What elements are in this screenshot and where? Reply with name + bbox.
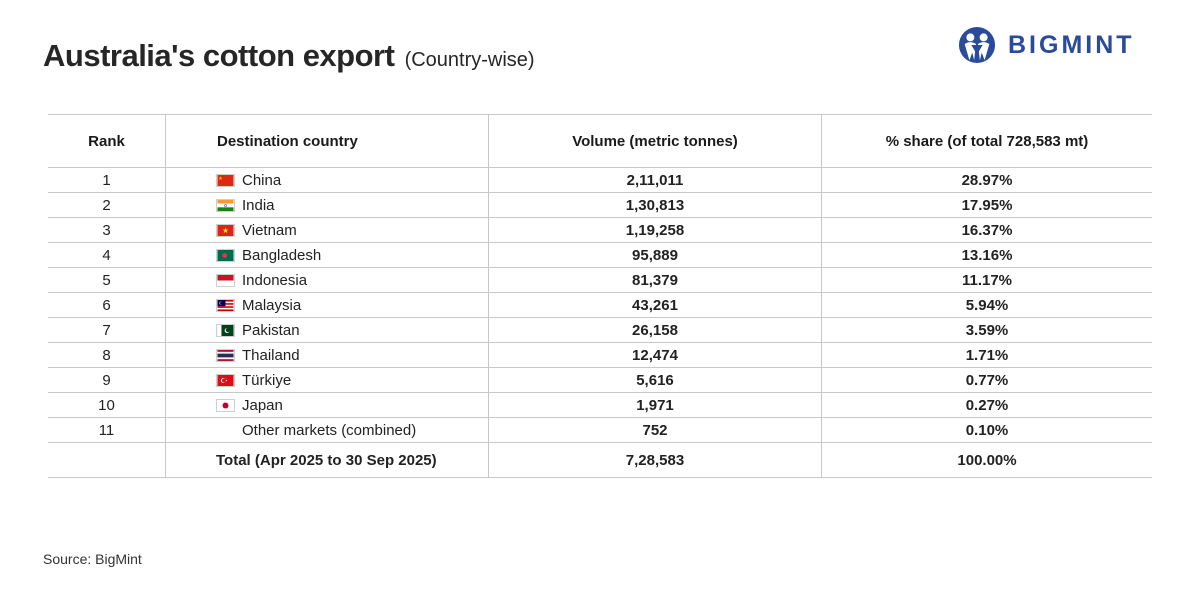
volume-cell: 5,616 [488, 367, 822, 393]
column-header-rank: Rank [48, 114, 166, 168]
country-name: Other markets (combined) [242, 421, 417, 439]
share-cell: 0.27% [821, 392, 1152, 418]
bigmint-logo: BIGMINT [958, 26, 1135, 64]
table-header-row: Rank Destination country Volume (metric … [48, 114, 1152, 168]
rank-cell: 8 [48, 342, 166, 368]
bigmint-logo-icon [958, 26, 996, 64]
rank-cell: 5 [48, 267, 166, 293]
source-note: Source: BigMint [43, 551, 142, 567]
share-cell: 28.97% [821, 167, 1152, 193]
logo-text: BIGMINT [1008, 30, 1135, 59]
rank-cell: 9 [48, 367, 166, 393]
volume-cell: 26,158 [488, 317, 822, 343]
share-cell: 1.71% [821, 342, 1152, 368]
country-name: China [242, 171, 282, 189]
country-cell: Indonesia [165, 267, 489, 293]
country-name: Bangladesh [242, 246, 322, 264]
volume-cell: 81,379 [488, 267, 822, 293]
japan-flag-icon [216, 398, 235, 412]
table-row: 9 Türkiye 5,616 0.77% [48, 367, 1152, 393]
rank-cell: 10 [48, 392, 166, 418]
total-label: Total (Apr 2025 to 30 Sep 2025) [165, 442, 489, 478]
rank-cell: 7 [48, 317, 166, 343]
rank-cell: 11 [48, 417, 166, 443]
country-cell: Other markets (combined) [165, 417, 489, 443]
share-cell: 11.17% [821, 267, 1152, 293]
indonesia-flag-icon [216, 273, 235, 287]
table-row: 4 Bangladesh 95,889 13.16% [48, 242, 1152, 268]
share-cell: 13.16% [821, 242, 1152, 268]
table-row: 8 Thailand 12,474 1.71% [48, 342, 1152, 368]
turkiye-flag-icon [216, 373, 235, 387]
volume-cell: 752 [488, 417, 822, 443]
pakistan-flag-icon [216, 323, 235, 337]
title-subtitle: (Country-wise) [404, 49, 535, 71]
country-cell: China [165, 167, 489, 193]
column-header-volume: Volume (metric tonnes) [488, 114, 822, 168]
rank-cell: 6 [48, 292, 166, 318]
table-row: 2 India 1,30,813 17.95% [48, 192, 1152, 218]
volume-cell: 1,19,258 [488, 217, 822, 243]
table-row: 7 Pakistan 26,158 3.59% [48, 317, 1152, 343]
country-name: Vietnam [242, 221, 297, 239]
total-row: Total (Apr 2025 to 30 Sep 2025) 7,28,583… [48, 442, 1152, 478]
table-row: 10 Japan 1,971 0.27% [48, 392, 1152, 418]
country-cell: Japan [165, 392, 489, 418]
share-cell: 0.77% [821, 367, 1152, 393]
share-cell: 0.10% [821, 417, 1152, 443]
india-flag-icon [216, 198, 235, 212]
country-name: Malaysia [242, 296, 302, 314]
column-header-share: % share (of total 728,583 mt) [821, 114, 1152, 168]
volume-cell: 95,889 [488, 242, 822, 268]
rank-cell [48, 442, 166, 478]
rank-cell: 4 [48, 242, 166, 268]
country-cell: Vietnam [165, 217, 489, 243]
country-cell: Türkiye [165, 367, 489, 393]
rank-cell: 3 [48, 217, 166, 243]
share-cell: 3.59% [821, 317, 1152, 343]
country-name: Indonesia [242, 271, 308, 289]
rank-cell: 2 [48, 192, 166, 218]
volume-cell: 12,474 [488, 342, 822, 368]
share-cell: 5.94% [821, 292, 1152, 318]
malaysia-flag-icon [216, 298, 235, 312]
country-cell: Pakistan [165, 317, 489, 343]
country-name: Pakistan [242, 321, 300, 339]
column-header-country: Destination country [165, 114, 489, 168]
country-cell: Thailand [165, 342, 489, 368]
table-row: 6 Malaysia 43,261 5.94% [48, 292, 1152, 318]
volume-cell: 1,971 [488, 392, 822, 418]
country-name: Thailand [242, 346, 300, 364]
china-flag-icon [216, 173, 235, 187]
title-main: Australia's cotton export [43, 38, 395, 73]
bangladesh-flag-icon [216, 248, 235, 262]
table-row: 3 Vietnam 1,19,258 16.37% [48, 217, 1152, 243]
country-cell: Bangladesh [165, 242, 489, 268]
page-title: Australia's cotton export (Country-wise) [43, 38, 535, 74]
rank-cell: 1 [48, 167, 166, 193]
thailand-flag-icon [216, 348, 235, 362]
share-cell: 17.95% [821, 192, 1152, 218]
country-name: Türkiye [242, 371, 292, 389]
country-name: Japan [242, 396, 283, 414]
flag-placeholder [216, 424, 235, 437]
vietnam-flag-icon [216, 223, 235, 237]
volume-cell: 43,261 [488, 292, 822, 318]
country-name: India [242, 196, 275, 214]
table-row: 1 China 2,11,011 28.97% [48, 167, 1152, 193]
total-share: 100.00% [821, 442, 1152, 478]
share-cell: 16.37% [821, 217, 1152, 243]
table-row: 11 Other markets (combined) 752 0.10% [48, 417, 1152, 443]
volume-cell: 2,11,011 [488, 167, 822, 193]
table-row: 5 Indonesia 81,379 11.17% [48, 267, 1152, 293]
country-cell: India [165, 192, 489, 218]
country-cell: Malaysia [165, 292, 489, 318]
volume-cell: 1,30,813 [488, 192, 822, 218]
total-volume: 7,28,583 [488, 442, 822, 478]
export-table: Rank Destination country Volume (metric … [48, 114, 1152, 478]
